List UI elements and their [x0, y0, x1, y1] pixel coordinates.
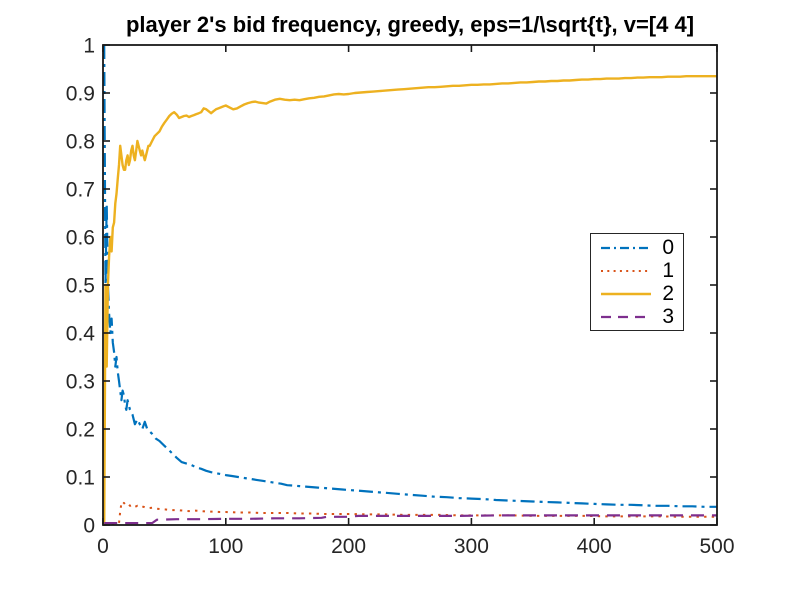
y-tick-label: 0 [83, 515, 95, 538]
x-tick-label: 400 [577, 535, 612, 558]
series-line-2 [103, 74, 717, 526]
legend-item-0: 0 [600, 236, 674, 259]
y-tick-label: 0.6 [66, 227, 95, 250]
y-tick-label: 0.2 [66, 419, 95, 442]
y-tick-label: 0.7 [66, 179, 95, 202]
legend-line-sample [601, 269, 651, 272]
legend-item-2: 2 [600, 282, 674, 305]
y-tick-label: 0.3 [66, 371, 95, 394]
legend-item-3: 3 [600, 305, 674, 328]
y-tick-label: 0.4 [66, 323, 96, 346]
legend-label: 1 [662, 259, 674, 282]
legend-line-sample [601, 315, 651, 318]
legend-label: 2 [662, 282, 674, 305]
y-tick-label: 1 [83, 35, 95, 58]
x-tick-label: 100 [208, 535, 243, 558]
series-line-1 [104, 501, 717, 526]
x-tick-label: 300 [454, 535, 489, 558]
legend-item-1: 1 [600, 259, 674, 282]
y-tick-label: 0.5 [66, 275, 95, 298]
x-tick-label: 500 [699, 535, 734, 558]
y-tick-label: 0.9 [66, 83, 95, 106]
series-line-3 [104, 514, 717, 525]
y-tick-label: 0.8 [66, 131, 95, 154]
x-tick-label: 200 [331, 535, 366, 558]
chart-title: player 2's bid frequency, greedy, eps=1/… [125, 12, 695, 37]
legend-line-sample [601, 292, 651, 295]
legend-label: 3 [662, 305, 674, 328]
series-lines [103, 44, 717, 526]
series-line-0 [103, 44, 717, 508]
legend-label: 0 [662, 236, 674, 259]
y-tick-label: 0.1 [66, 467, 95, 490]
legend-line-sample [601, 246, 651, 249]
x-tick-label: 0 [97, 535, 109, 558]
